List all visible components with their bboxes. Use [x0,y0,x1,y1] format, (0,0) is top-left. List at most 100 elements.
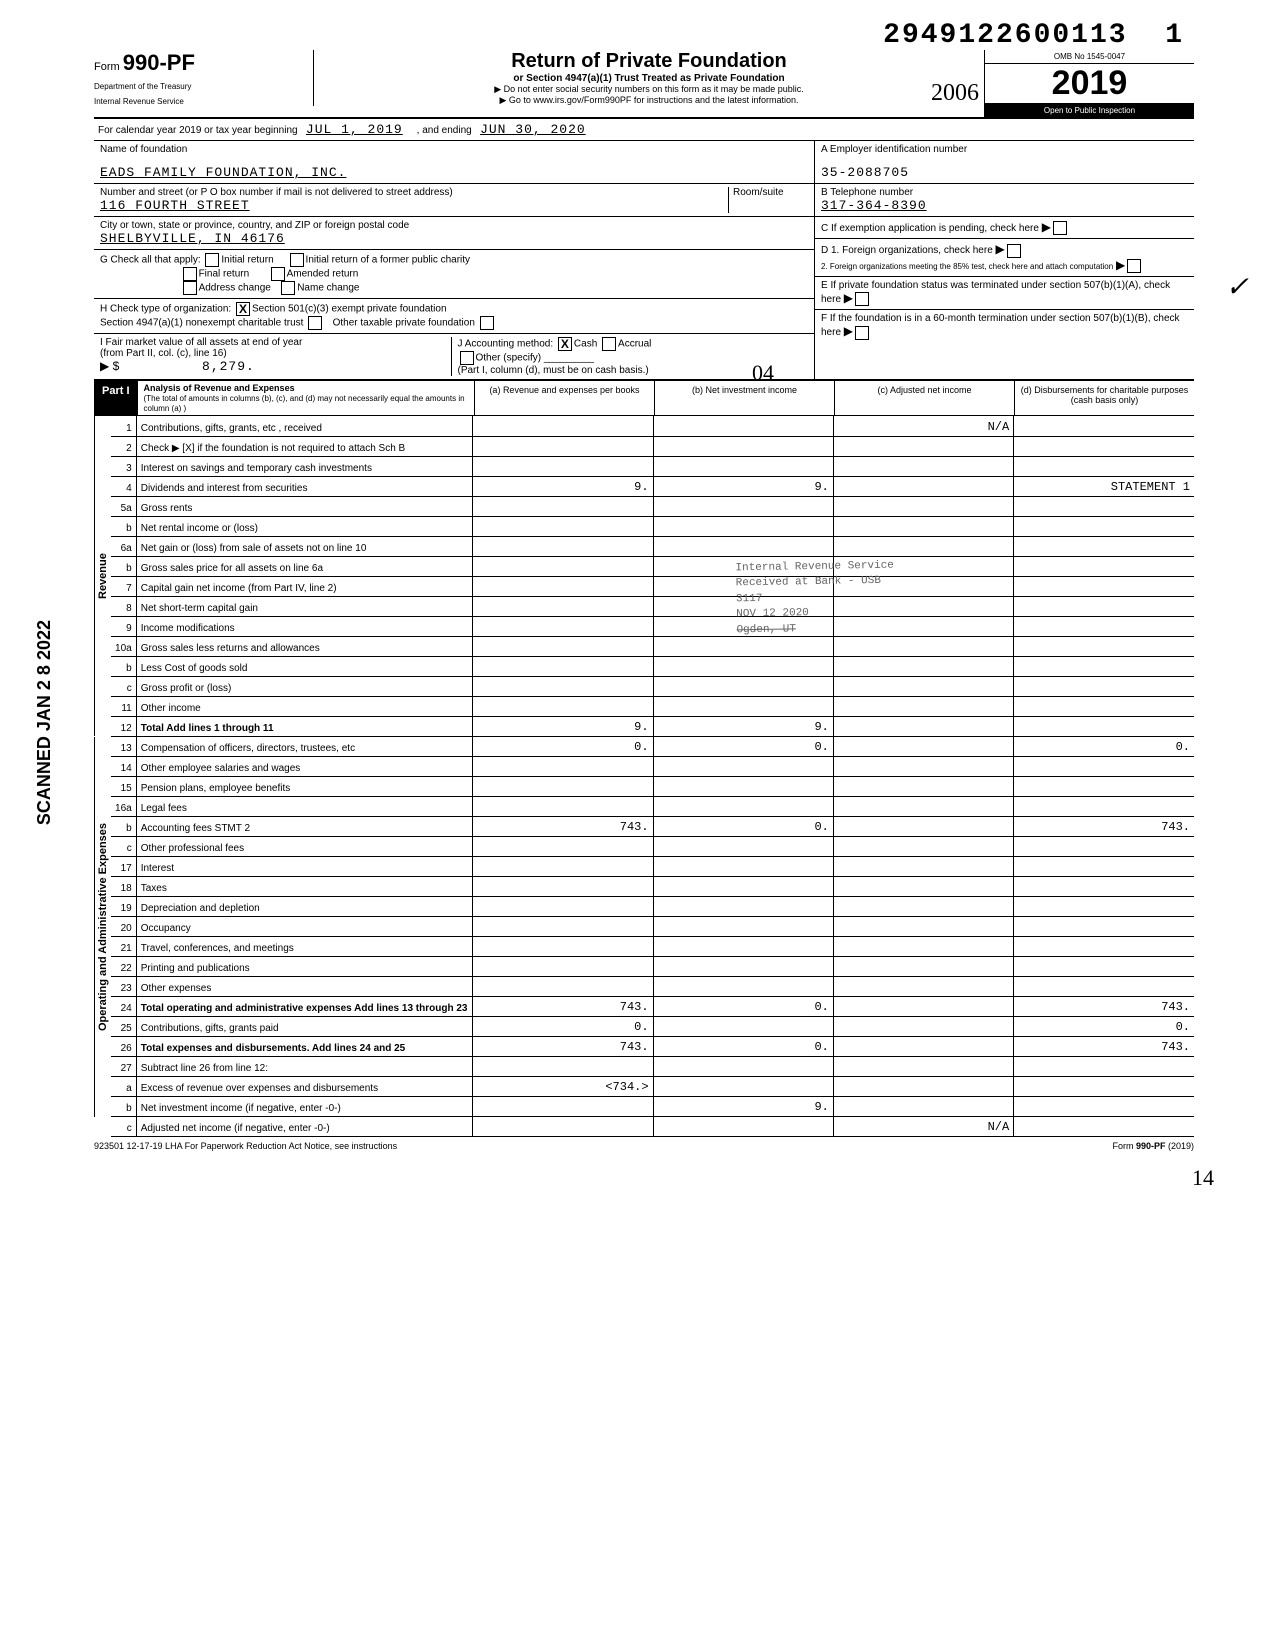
table-row: b Less Cost of goods sold [111,656,1194,676]
table-row: c Adjusted net income (if negative, ente… [111,1117,1194,1137]
checkbox-amended[interactable] [271,267,285,281]
table-row: 25 Contributions, gifts, grants paid 0. … [111,1017,1194,1037]
col-b-header: (b) Net investment income [654,381,834,415]
checkbox-former-charity[interactable] [290,253,304,267]
table-row: 24 Total operating and administrative ex… [111,997,1194,1017]
table-row: 26 Total expenses and disbursements. Add… [111,1037,1194,1057]
checkbox-final-return[interactable] [183,267,197,281]
checkbox-e[interactable] [855,292,869,306]
line-d1-label: D 1. Foreign organizations, check here [821,245,993,256]
revenue-side-label: Revenue [94,416,111,736]
street-address: 116 FOURTH STREET [100,198,728,213]
page-footer: 923501 12-17-19 LHA For Paperwork Reduct… [94,1137,1194,1151]
phone-label: B Telephone number [821,187,1188,198]
checkbox-other-taxable[interactable] [480,316,494,330]
scanned-stamp: SCANNED JAN 2 8 2022 [34,620,55,825]
table-row: 7 Capital gain net income (from Part IV,… [111,576,1194,596]
table-row: 12 Total Add lines 1 through 11 9. 9. [111,716,1194,736]
ein-label: A Employer identification number [821,144,1188,155]
checkbox-accrual[interactable] [602,337,616,351]
table-row: 23 Other expenses [111,977,1194,997]
line-j-label: J Accounting method: [458,339,554,350]
table-row: 13 Compensation of officers, directors, … [111,737,1194,757]
dln: 2949122600113 1 [883,20,1184,51]
phone-value: 317-364-8390 [821,198,1188,213]
part1-header: Part I Analysis of Revenue and Expenses … [94,380,1194,416]
city-label: City or town, state or province, country… [100,220,808,231]
tax-year: 2019 [985,64,1194,103]
table-row: 11 Other income [111,696,1194,716]
footer-right: Form 990-PF (2019) [1112,1141,1194,1151]
period-end: JUN 30, 2020 [480,122,586,137]
checkbox-name-change[interactable] [281,281,295,295]
table-row: 1 Contributions, gifts, grants, etc , re… [111,416,1194,436]
form-page: 2949122600113 1 ✓ Form 990-PF Department… [94,20,1194,1151]
table-row: 4 Dividends and interest from securities… [111,476,1194,496]
footer-left: 923501 12-17-19 LHA For Paperwork Reduct… [94,1141,397,1151]
part1-sub: (The total of amounts in columns (b), (c… [144,394,465,413]
dept-treasury: Department of the Treasury [94,82,303,91]
col-d-header: (d) Disbursements for charitable purpose… [1014,381,1194,415]
checkbox-f[interactable] [855,326,869,340]
ein-value: 35-2088705 [821,165,1188,180]
table-row: 2 Check ▶ [X] if the foundation is not r… [111,436,1194,456]
fmv-value: 8,279. [202,359,255,374]
table-row: 8 Net short-term capital gain [111,596,1194,616]
omb-number: OMB No 1545-0047 [985,50,1194,64]
col-c-header: (c) Adjusted net income [834,381,1014,415]
line-i-label: I Fair market value of all assets at end… [100,337,302,348]
form-note-1: ▶ Do not enter social security numbers o… [322,84,976,95]
revenue-table: 1 Contributions, gifts, grants, etc , re… [111,416,1194,737]
table-row: 10a Gross sales less returns and allowan… [111,636,1194,656]
table-row: 14 Other employee salaries and wages [111,757,1194,777]
section-g: G Check all that apply: Initial return I… [94,250,814,299]
section-h: H Check type of organization: XSection 5… [94,299,814,334]
hand-checkmark: ✓ [1226,270,1249,304]
name-label: Name of foundation [100,144,808,155]
table-row: a Excess of revenue over expenses and di… [111,1077,1194,1097]
table-row: 21 Travel, conferences, and meetings [111,937,1194,957]
table-row: 3 Interest on savings and temporary cash… [111,456,1194,476]
table-row: 16a Legal fees [111,797,1194,817]
table-row: c Gross profit or (loss) [111,676,1194,696]
table-row: 9 Income modifications [111,616,1194,636]
line-d2-label: 2. Foreign organizations meeting the 85%… [821,262,1113,271]
line-e-label: E If private foundation status was termi… [821,280,1170,305]
table-row: b Net rental income or (loss) [111,516,1194,536]
line-c-label: C If exemption application is pending, c… [821,223,1039,234]
checkbox-501c3[interactable]: X [236,302,250,316]
calendar-year-row: For calendar year 2019 or tax year begin… [94,119,1194,141]
table-row: 27 Subtract line 26 from line 12: [111,1057,1194,1077]
line-f-label: F If the foundation is in a 60-month ter… [821,313,1180,338]
part1-title: Analysis of Revenue and Expenses [144,383,295,393]
table-row: c Other professional fees [111,837,1194,857]
year-box: OMB No 1545-0047 2019 Open to Public Ins… [984,50,1194,117]
checkbox-d2[interactable] [1127,259,1141,273]
handwritten-04: 04 [752,360,774,386]
dept-irs: Internal Revenue Service [94,97,303,106]
form-note-2: ▶ Go to www.irs.gov/Form990PF for instru… [322,95,976,106]
col-a-header: (a) Revenue and expenses per books [474,381,654,415]
form-id-box: Form 990-PF Department of the Treasury I… [94,50,314,106]
table-row: b Net investment income (if negative, en… [111,1097,1194,1117]
checkbox-cash[interactable]: X [558,337,572,351]
checkbox-initial-return[interactable] [205,253,219,267]
part1-body: Revenue 1 Contributions, gifts, grants, … [94,416,1194,737]
form-title: Return of Private Foundation [322,50,976,73]
public-inspection: Open to Public Inspection [985,103,1194,117]
checkbox-4947[interactable] [308,316,322,330]
expense-table: 13 Compensation of officers, directors, … [111,737,1194,1138]
handwritten-page-number: 14 [1192,1165,1214,1191]
table-row: 6a Net gain or (loss) from sale of asset… [111,536,1194,556]
room-label: Room/suite [733,187,808,198]
irs-received-stamp: Internal Revenue Service Received at Ban… [735,559,895,639]
checkbox-address-change[interactable] [183,281,197,295]
table-row: 17 Interest [111,857,1194,877]
checkbox-other-method[interactable] [460,351,474,365]
table-row: 5a Gross rents [111,496,1194,516]
street-label: Number and street (or P O box number if … [100,187,728,198]
table-row: b Accounting fees STMT 2 743. 0. 743. [111,817,1194,837]
form-subtitle: or Section 4947(a)(1) Trust Treated as P… [322,73,976,84]
checkbox-c[interactable] [1053,221,1067,235]
checkbox-d1[interactable] [1007,244,1021,258]
